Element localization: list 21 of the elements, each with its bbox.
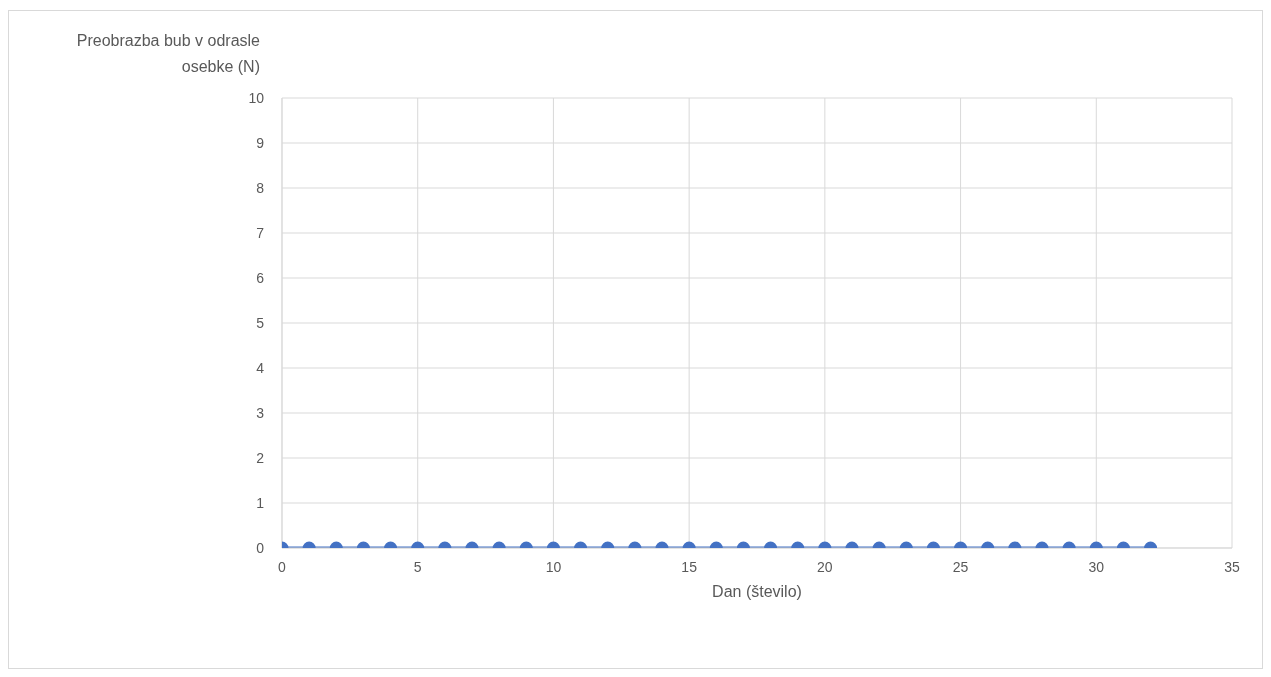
- y-tick-label: 6: [256, 269, 265, 286]
- y-tick-label: 5: [256, 314, 265, 331]
- x-tick-label: 5: [413, 558, 422, 575]
- y-tick-label: 9: [256, 134, 265, 151]
- x-tick-label: 35: [1224, 558, 1240, 575]
- y-tick-label: 10: [248, 89, 265, 106]
- x-tick-label: 15: [681, 558, 698, 575]
- y-tick-label: 4: [256, 359, 265, 376]
- y-tick-label: 7: [256, 224, 265, 241]
- y-tick-label: 1: [256, 494, 265, 511]
- y-tick-label: 0: [256, 539, 265, 556]
- y-tick-label: 8: [256, 179, 265, 196]
- x-axis-title: Dan (število): [712, 583, 802, 600]
- x-tick-label: 25: [952, 558, 969, 575]
- y-axis-title: Preobrazba bub v odrasle osebke (N): [75, 31, 260, 77]
- y-tick-label: 2: [256, 449, 265, 466]
- x-tick-label: 20: [817, 558, 833, 575]
- x-tick-label: 30: [1088, 558, 1105, 575]
- x-tick-label: 10: [545, 558, 562, 575]
- x-tick-label: 0: [278, 558, 287, 575]
- y-tick-label: 3: [256, 404, 265, 421]
